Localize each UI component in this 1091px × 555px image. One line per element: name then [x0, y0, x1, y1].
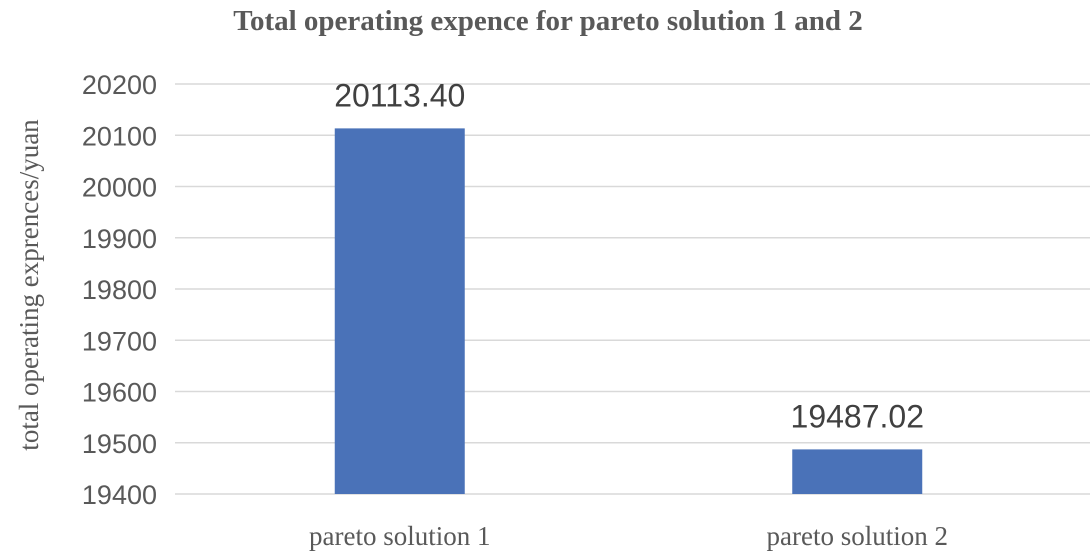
y-axis-label: total operating exprences/yuan [14, 119, 44, 451]
y-tick-label: 19900 [82, 224, 157, 254]
y-tick-labels: 19400 19500 19600 19700 19800 19900 20000 20100… [82, 70, 157, 510]
x-tick-label-2: pareto solution 2 [767, 521, 948, 551]
bar-1 [334, 128, 465, 494]
y-tick-label: 20200 [82, 70, 157, 100]
x-tick-label-1: pareto solution 1 [309, 521, 490, 551]
y-tick-label: 19600 [82, 378, 157, 408]
y-tick-label: 19700 [82, 326, 157, 356]
gridlines [175, 83, 1090, 495]
y-tick-label: 19500 [82, 429, 157, 459]
data-label-1: 20113.40 [334, 77, 465, 113]
data-labels: 20113.40 19487.02 [334, 77, 924, 434]
y-tick-label: 19800 [82, 275, 157, 305]
data-label-2: 19487.02 [791, 398, 924, 434]
bar-2 [792, 449, 923, 494]
x-tick-labels: pareto solution 1 pareto solution 2 [309, 521, 948, 551]
bars [334, 128, 923, 494]
y-tick-label: 20100 [82, 121, 157, 151]
chart-title: Total operating expence for pareto solut… [233, 5, 862, 37]
y-tick-label: 20000 [82, 173, 157, 203]
y-tick-label: 19400 [82, 480, 157, 510]
